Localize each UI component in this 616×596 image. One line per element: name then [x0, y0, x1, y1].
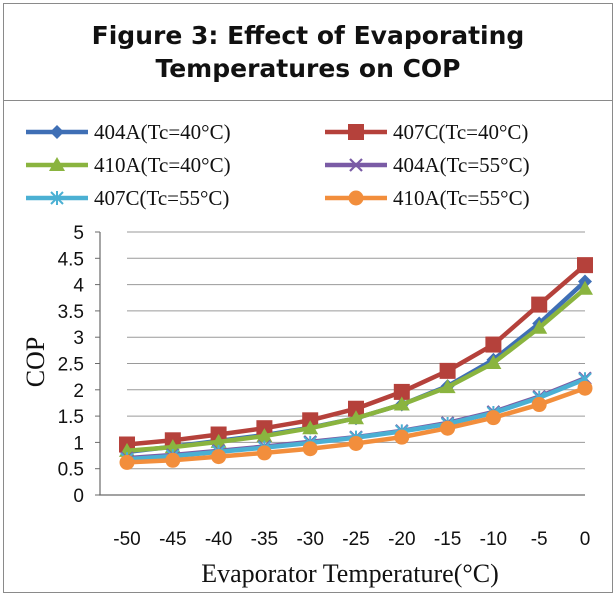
legend-marker: [348, 124, 364, 140]
data-point: [577, 380, 593, 396]
y-tick-label: 4.5: [58, 249, 84, 270]
series-407c-tc-40-c: [119, 257, 593, 453]
data-point: [439, 379, 456, 394]
data-point: [302, 441, 318, 457]
x-tick-label: -50: [113, 529, 140, 550]
data-point: [531, 397, 547, 413]
legend-label: 404A(Tc=55°C): [393, 153, 530, 177]
x-tick-label: -45: [159, 529, 186, 550]
legend-item: 410A(Tc=55°C): [325, 186, 530, 210]
figure-title-line-1: Figure 3: Effect of Evaporating: [91, 21, 525, 50]
y-tick-label: 0.5: [58, 460, 84, 481]
y-tick-label: 5: [73, 223, 84, 244]
title-box: Figure 3: Effect of Evaporating Temperat…: [4, 4, 612, 101]
figure-title: Figure 3: Effect of Evaporating Temperat…: [92, 19, 525, 85]
series-line: [124, 279, 588, 455]
data-point: [531, 296, 548, 313]
y-axis-title: COP: [21, 337, 50, 388]
data-point: [256, 428, 273, 443]
data-point: [577, 280, 593, 295]
data-point: [348, 410, 364, 425]
data-point: [485, 354, 502, 369]
data-point: [439, 362, 456, 379]
legend-marker: [348, 190, 364, 206]
series-line: [124, 286, 588, 454]
legend-item: 404A(Tc=40°C): [26, 120, 231, 144]
y-tick-label: 4: [73, 276, 84, 297]
legend-label: 404A(Tc=40°C): [94, 120, 231, 144]
legend-marker: [50, 125, 64, 139]
y-tick-label: 2: [73, 381, 84, 402]
legend-item: 407C(Tc=40°C): [325, 120, 528, 144]
data-point: [393, 396, 410, 411]
legend-item: 410A(Tc=40°C): [26, 153, 231, 177]
legend: 404A(Tc=40°C) 407C(Tc=40°C) 410A(Tc=40°C) 4…: [26, 120, 530, 210]
x-tick-label: -10: [480, 529, 507, 550]
data-point: [348, 435, 364, 451]
data-point: [211, 449, 227, 465]
y-tick-label: 1: [73, 433, 84, 454]
figure-title-line-2: Temperatures on COP: [155, 54, 461, 83]
legend-label: 410A(Tc=55°C): [393, 186, 530, 210]
series-410a-tc-40-c: [119, 280, 593, 457]
data-point: [440, 420, 456, 436]
legend-marker: [49, 157, 65, 171]
data-point: [256, 445, 272, 461]
y-tick-label: 0: [73, 486, 84, 507]
x-tick-label: -25: [342, 529, 369, 550]
x-tick-label: 0: [580, 529, 591, 550]
x-axis-title: Evaporator Temperature(°C): [201, 559, 499, 588]
legend-marker: [349, 158, 363, 172]
data-point: [531, 319, 548, 334]
data-point: [302, 420, 319, 435]
legend-item: 407C(Tc=55°C): [26, 186, 229, 210]
legend-label: 410A(Tc=40°C): [94, 153, 231, 177]
legend-label: 407C(Tc=55°C): [94, 186, 229, 210]
legend-label: 407C(Tc=40°C): [393, 120, 528, 144]
data-point: [210, 433, 227, 448]
data-point: [577, 257, 593, 274]
x-tick-label: -30: [296, 529, 323, 550]
series-410a-tc-55-c: [119, 380, 593, 470]
data-point: [393, 383, 410, 400]
legend-item: 404A(Tc=55°C): [325, 153, 530, 177]
data-point: [119, 454, 135, 470]
x-tick-label: -40: [205, 529, 232, 550]
y-tick-label: 3.5: [58, 302, 84, 323]
data-point: [485, 336, 502, 353]
x-tick-label: -5: [531, 529, 548, 550]
data-point: [348, 400, 364, 417]
data-point: [165, 452, 181, 468]
y-tick-label: 1.5: [58, 407, 84, 428]
data-point: [394, 429, 410, 445]
y-tick-label: 2.5: [58, 355, 84, 376]
y-tick-label: 3: [73, 328, 84, 349]
data-point: [485, 410, 501, 426]
legend-marker: [50, 191, 64, 205]
x-tick-label: -15: [434, 529, 461, 550]
x-tick-label: -20: [388, 529, 415, 550]
x-tick-label: -35: [251, 529, 278, 550]
